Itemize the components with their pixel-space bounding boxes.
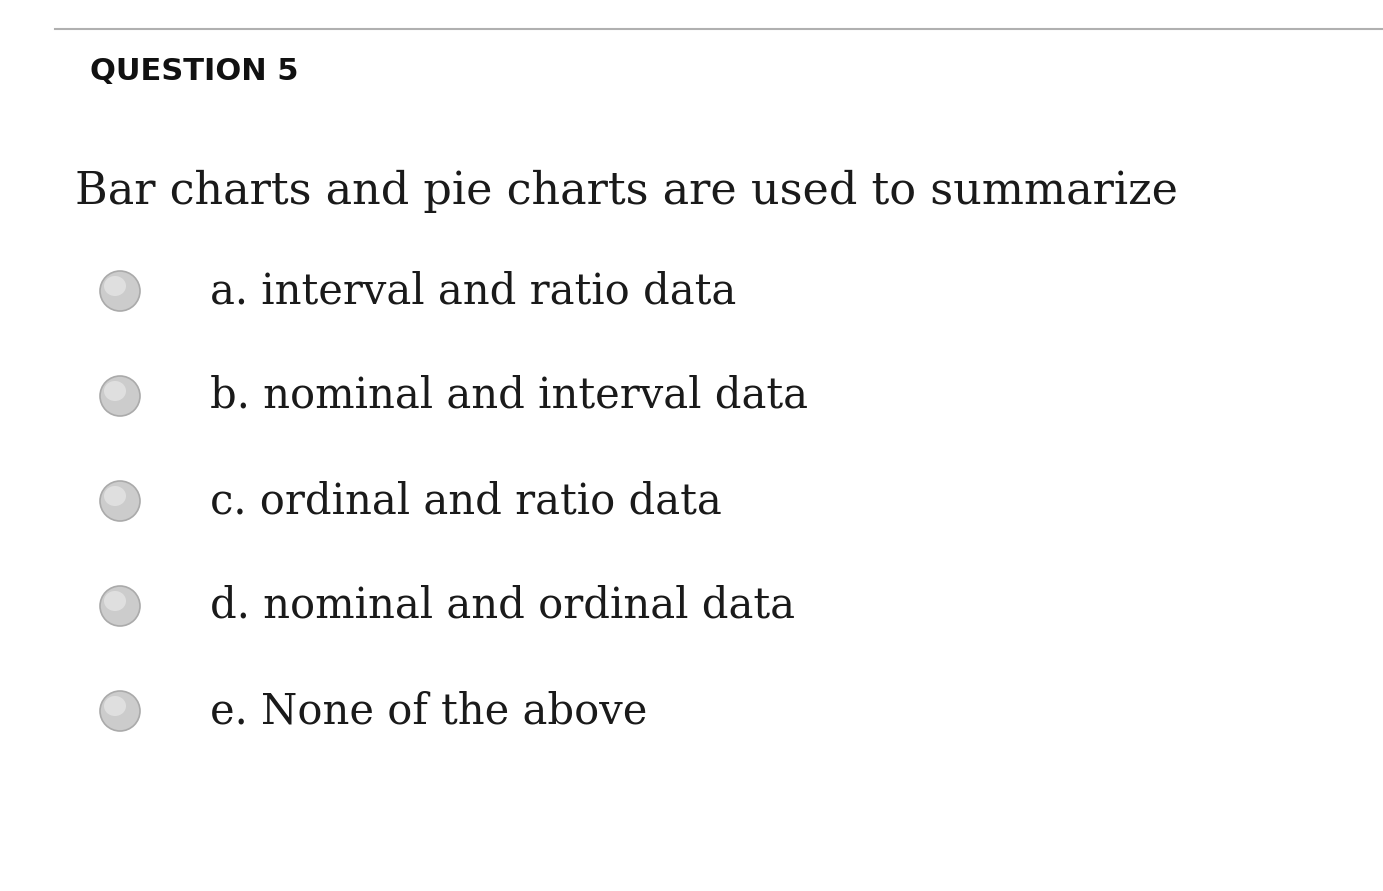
Ellipse shape [100, 691, 140, 731]
Ellipse shape [104, 276, 126, 296]
Text: c. ordinal and ratio data: c. ordinal and ratio data [210, 480, 722, 522]
Text: QUESTION 5: QUESTION 5 [90, 56, 299, 86]
Ellipse shape [104, 486, 126, 506]
Ellipse shape [100, 376, 140, 416]
Text: a. interval and ratio data: a. interval and ratio data [210, 270, 736, 312]
Text: Bar charts and pie charts are used to summarize: Bar charts and pie charts are used to su… [75, 169, 1178, 213]
Text: e. None of the above: e. None of the above [210, 690, 647, 732]
Ellipse shape [104, 591, 126, 611]
Text: b. nominal and interval data: b. nominal and interval data [210, 375, 808, 417]
Text: d. nominal and ordinal data: d. nominal and ordinal data [210, 585, 795, 627]
Ellipse shape [104, 696, 126, 716]
Ellipse shape [100, 481, 140, 521]
Ellipse shape [100, 586, 140, 626]
Ellipse shape [104, 381, 126, 401]
Ellipse shape [100, 271, 140, 311]
